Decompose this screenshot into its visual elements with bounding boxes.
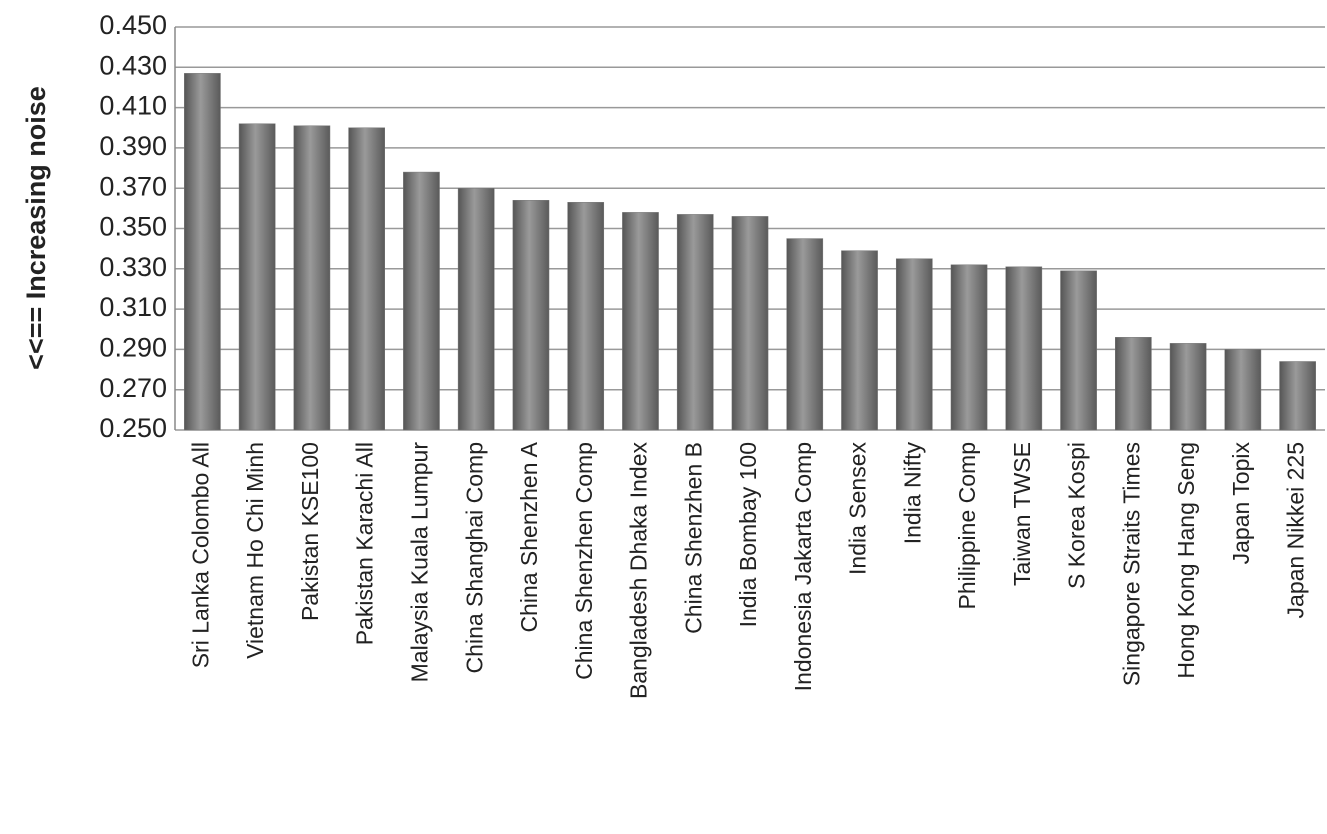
x-tick-label: Taiwan TWSE [1009,442,1035,586]
bar [348,127,385,431]
bar [457,187,495,431]
y-tick-label: 0.330 [99,252,167,282]
x-tick-label: Hong Kong Hang Seng [1173,442,1199,679]
x-tick-label: China Shenzhen B [680,442,706,634]
x-tick-label: Vietnam Ho Chi Minh [242,442,268,659]
x-tick-label: India Nifty [899,442,925,545]
x-tick-label: Indonesia Jakarta Comp [790,442,816,691]
x-tick-label: India Bombay 100 [735,442,761,627]
bar [184,73,221,431]
x-tick-label: China Shanghai Comp [461,442,487,673]
bar [1115,337,1152,431]
bar [1060,270,1097,431]
y-tick-label: 0.410 [99,91,167,121]
x-tick-label: Sri Lanka Colombo All [187,442,213,668]
x-tick-label: Japan Nikkei 225 [1283,442,1309,618]
y-tick-label: 0.390 [99,131,167,161]
x-tick-label: China Shenzhen A [516,441,542,632]
bar [567,202,605,431]
y-tick-label: 0.450 [99,10,167,40]
bar [786,238,824,431]
y-tick-label: 0.430 [99,50,167,80]
x-tick-label: Japan Topix [1228,442,1254,565]
x-tick-label: Malaysia Kuala Lumpur [407,442,433,683]
bar [950,264,988,431]
y-axis-label: <<== Increasing noise [21,86,51,370]
bar [293,125,331,431]
y-tick-label: 0.350 [99,212,167,242]
y-tick-label: 0.370 [99,171,167,201]
x-tick-label: China Shenzhen Comp [571,442,597,680]
y-tick-label: 0.250 [99,413,167,443]
bar [1169,343,1207,431]
x-tick-label: India Sensex [845,442,871,575]
bar [895,258,933,431]
bar [1224,349,1262,431]
y-tick-label: 0.310 [99,292,167,322]
bar [676,214,714,431]
x-tick-label: Philippine Comp [954,442,980,609]
bar [841,250,878,431]
x-tick-label: Pakistan Karachi All [352,442,378,645]
bar [1279,361,1316,431]
bar [622,212,659,431]
bar [731,216,769,431]
x-tick-label: Bangladesh Dhaka Index [626,442,652,700]
y-tick-label: 0.270 [99,373,167,403]
x-tick-label: Pakistan KSE100 [297,442,323,621]
bar [403,171,440,431]
x-tick-label: Singapore Straits Times [1118,442,1144,686]
y-tick-label: 0.290 [99,333,167,363]
bar [512,200,550,431]
bar [238,123,276,431]
x-tick-label: S Korea Kospi [1064,442,1090,589]
bar [1005,266,1043,431]
